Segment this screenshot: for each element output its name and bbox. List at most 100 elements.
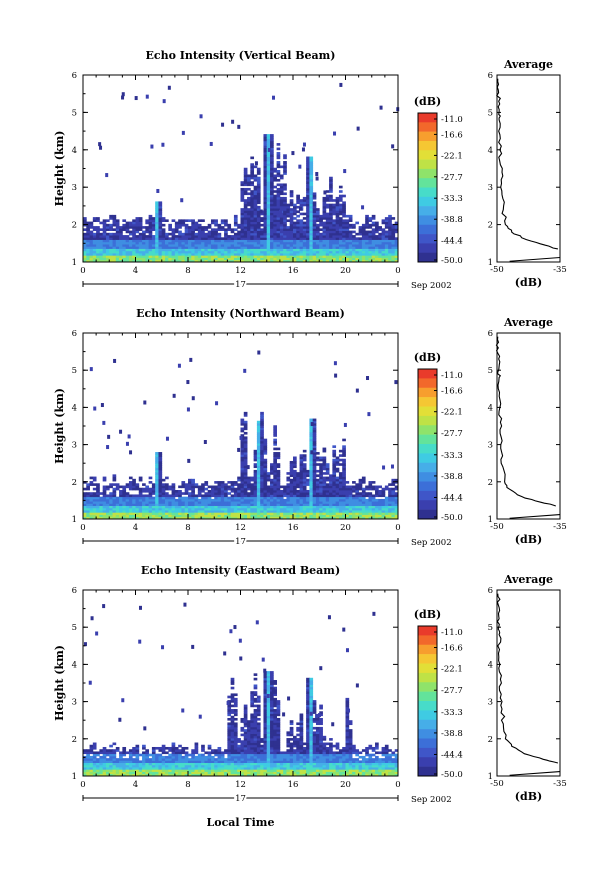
heatmap-cell bbox=[260, 463, 264, 466]
heatmap-cell bbox=[338, 507, 343, 511]
heatmap-cell bbox=[309, 507, 314, 511]
heatmap-cell bbox=[122, 253, 127, 256]
heatmap-cell bbox=[122, 751, 127, 755]
heatmap-cell bbox=[263, 514, 268, 518]
x-tick-label: 8 bbox=[185, 523, 190, 533]
heatmap-cell bbox=[128, 498, 133, 502]
heatmap-cell bbox=[260, 449, 264, 453]
heatmap-cell bbox=[135, 485, 140, 489]
heatmap-cell bbox=[256, 431, 261, 435]
heatmap-cell bbox=[266, 154, 271, 157]
heatmap-cell bbox=[276, 214, 281, 218]
heatmap-cell bbox=[266, 235, 271, 238]
heatmap-cell bbox=[243, 228, 248, 231]
heatmap-cell bbox=[247, 221, 251, 225]
heatmap-cell bbox=[352, 510, 356, 513]
heatmap-cell bbox=[250, 217, 255, 220]
heatmap-cell bbox=[188, 250, 192, 254]
heatmap-cell bbox=[355, 232, 360, 236]
heatmap-cell bbox=[247, 512, 251, 515]
heatmap-cell bbox=[325, 501, 330, 504]
heatmap-cell bbox=[89, 762, 94, 766]
heatmap-cell bbox=[250, 239, 255, 243]
heatmap-cell bbox=[286, 485, 291, 489]
heatmap-cell bbox=[247, 485, 251, 489]
heatmap-cell bbox=[322, 489, 327, 493]
heatmap-cell bbox=[319, 483, 323, 486]
heatmap-cell bbox=[355, 246, 360, 249]
heatmap-cell bbox=[279, 183, 284, 187]
heatmap-cell bbox=[122, 767, 127, 770]
profile-title: Average bbox=[503, 58, 553, 71]
heatmap-cell bbox=[115, 255, 120, 258]
heatmap-cell bbox=[122, 487, 127, 491]
heatmap-cell bbox=[188, 483, 192, 486]
heatmap-cell bbox=[253, 250, 258, 254]
heatmap-cell bbox=[309, 239, 314, 243]
heatmap-cell bbox=[289, 501, 294, 504]
heatmap-cell bbox=[165, 483, 169, 486]
heatmap-cell bbox=[273, 498, 277, 502]
heatmap-cell bbox=[115, 764, 120, 768]
heatmap-cell bbox=[247, 248, 251, 252]
heatmap-cell bbox=[296, 481, 300, 484]
heatmap-cell bbox=[243, 201, 248, 205]
heatmap-cell bbox=[138, 769, 143, 772]
heatmap-cell bbox=[325, 239, 330, 243]
heatmap-cell bbox=[135, 494, 140, 498]
heatmap-cell bbox=[306, 232, 310, 236]
heatmap-cell bbox=[355, 248, 360, 252]
heatmap-cell bbox=[270, 501, 274, 504]
heatmap-cell bbox=[207, 501, 212, 504]
heatmap-cell bbox=[299, 250, 304, 254]
heatmap-cell bbox=[368, 503, 373, 507]
heatmap-cell bbox=[293, 456, 297, 460]
heatmap-cell bbox=[368, 253, 373, 256]
heatmap-cell bbox=[224, 239, 228, 243]
heatmap-cell bbox=[247, 214, 251, 218]
heatmap-cell bbox=[352, 503, 356, 507]
heatmap-cell bbox=[194, 769, 199, 772]
heatmap-cell bbox=[329, 214, 333, 218]
colorbar-tick-label: -16.6 bbox=[441, 387, 463, 397]
heatmap-cell bbox=[112, 503, 117, 507]
colorbar-swatch bbox=[418, 140, 437, 151]
heatmap-cell bbox=[358, 516, 363, 520]
heatmap-cell bbox=[263, 223, 268, 227]
heatmap-cell bbox=[174, 773, 179, 777]
heatmap-cell bbox=[322, 514, 327, 518]
heatmap-cell bbox=[260, 235, 264, 238]
heatmap-cell bbox=[158, 255, 163, 258]
heatmap-cell bbox=[352, 248, 356, 252]
heatmap-cell bbox=[230, 239, 235, 243]
heatmap-cell bbox=[158, 219, 163, 222]
heatmap-cell bbox=[158, 210, 163, 214]
heatmap-cell bbox=[247, 501, 251, 504]
heatmap-cell bbox=[148, 253, 153, 256]
heatmap-cell bbox=[253, 512, 258, 515]
heatmap-cell bbox=[306, 210, 310, 214]
heatmap-cell bbox=[204, 758, 209, 761]
heatmap-cell bbox=[319, 458, 323, 462]
heatmap-cell bbox=[181, 259, 186, 263]
heatmap-cell bbox=[348, 244, 353, 247]
colorbar-swatch bbox=[418, 369, 437, 379]
x-tick-label: 0 bbox=[395, 266, 400, 276]
heatmap-cell bbox=[165, 510, 169, 513]
profile-y-tick-label: 1 bbox=[488, 258, 493, 268]
heatmap-cell bbox=[312, 474, 317, 477]
heatmap-cell bbox=[109, 244, 113, 247]
heatmap-cell bbox=[361, 478, 366, 482]
heatmap-cell bbox=[302, 505, 307, 509]
heatmap-cell bbox=[270, 172, 274, 175]
heatmap-cell bbox=[260, 420, 264, 424]
heatmap-cell bbox=[178, 762, 182, 766]
heatmap-cell bbox=[151, 228, 156, 231]
heatmap-cell bbox=[338, 217, 343, 220]
heatmap-cell bbox=[171, 494, 176, 498]
heatmap-cell bbox=[115, 512, 120, 515]
heatmap-cell bbox=[122, 749, 127, 752]
heatmap-cell bbox=[128, 514, 133, 518]
heatmap-cell bbox=[375, 246, 379, 249]
heatmap-cell bbox=[266, 134, 271, 137]
